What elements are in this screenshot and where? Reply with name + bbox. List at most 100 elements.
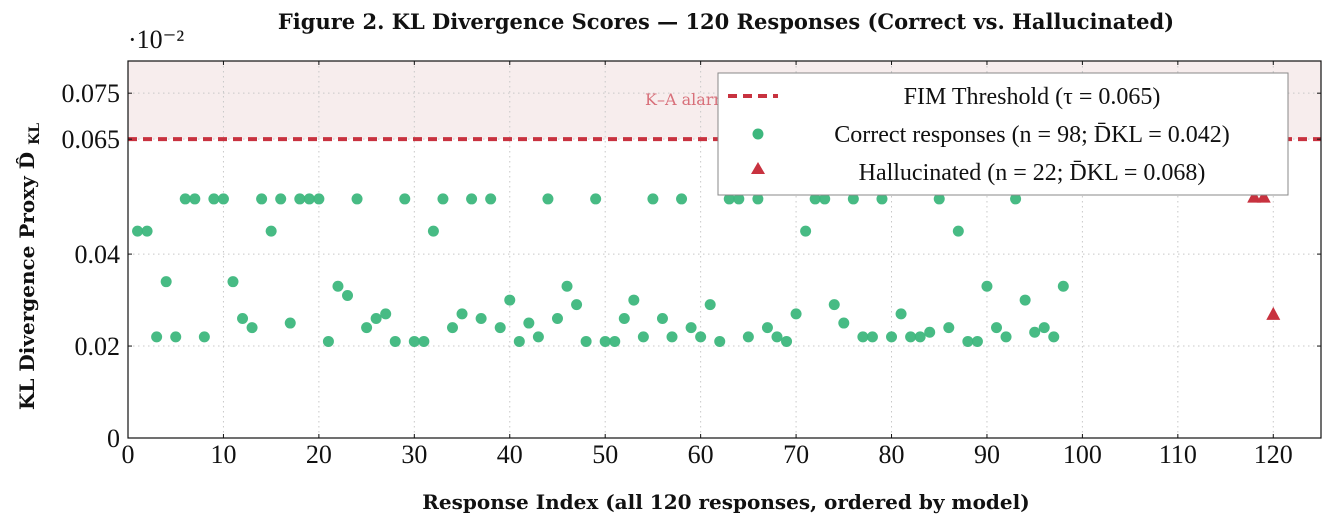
- correct-point: [418, 335, 430, 347]
- correct-point: [160, 276, 172, 288]
- correct-point: [504, 294, 516, 306]
- legend: FIM Threshold (τ = 0.065) Correct respon…: [717, 72, 1289, 196]
- alarm-region-label: K–A alarm: [645, 90, 729, 109]
- correct-point: [303, 193, 315, 205]
- correct-point: [217, 193, 229, 205]
- correct-point: [170, 331, 182, 343]
- correct-point: [933, 193, 945, 205]
- correct-point: [656, 312, 668, 324]
- correct-point: [437, 193, 449, 205]
- legend-hallucinated-label: Hallucinated (n = 22; D̄KL = 0.068): [859, 160, 1206, 186]
- correct-point: [618, 312, 630, 324]
- correct-point: [513, 335, 525, 347]
- correct-point: [914, 331, 926, 343]
- legend-box: [717, 72, 1289, 196]
- correct-point: [466, 193, 478, 205]
- correct-point: [905, 331, 917, 343]
- correct-point: [523, 317, 535, 329]
- correct-point: [761, 322, 773, 334]
- correct-point: [1048, 331, 1060, 343]
- correct-point: [666, 331, 678, 343]
- y-axis-label-subscript: KL: [27, 123, 43, 145]
- hallucinated-point: [1266, 306, 1281, 320]
- y-tick-label: 0.075: [62, 79, 121, 108]
- x-tick-label: 20: [306, 440, 332, 469]
- correct-point: [151, 331, 163, 343]
- correct-point: [781, 335, 793, 347]
- correct-point: [198, 331, 210, 343]
- correct-point: [790, 308, 802, 320]
- data-points: [132, 189, 1281, 347]
- correct-point: [265, 225, 277, 237]
- correct-point: [494, 322, 506, 334]
- x-tick-label: 120: [1254, 440, 1293, 469]
- correct-point: [1029, 326, 1041, 338]
- correct-point: [1000, 331, 1012, 343]
- correct-point: [876, 193, 888, 205]
- correct-point: [551, 312, 563, 324]
- correct-point: [637, 331, 649, 343]
- correct-point: [237, 312, 249, 324]
- correct-point: [351, 193, 363, 205]
- correct-point: [275, 193, 287, 205]
- correct-point: [828, 299, 840, 311]
- correct-point: [1057, 280, 1069, 292]
- correct-point: [962, 335, 974, 347]
- x-tick-label: 80: [879, 440, 905, 469]
- x-tick-label: 0: [122, 440, 135, 469]
- correct-point: [380, 308, 392, 320]
- x-tick-label: 60: [688, 440, 714, 469]
- y-axis-ticks: 0 0.02 0.04 0.065 0.075: [62, 79, 1321, 453]
- correct-point: [819, 193, 831, 205]
- x-axis-label: Response Index (all 120 responses, order…: [422, 490, 1029, 514]
- correct-point: [408, 335, 420, 347]
- correct-point: [981, 280, 993, 292]
- correct-point: [971, 335, 983, 347]
- correct-point: [809, 193, 821, 205]
- correct-point: [485, 193, 497, 205]
- correct-point: [284, 317, 296, 329]
- y-tick-label: 0.02: [75, 332, 121, 361]
- y-scale-label: ·10⁻²: [128, 25, 184, 54]
- correct-point: [742, 331, 754, 343]
- correct-point: [590, 193, 602, 205]
- correct-point: [399, 193, 411, 205]
- correct-point: [427, 225, 439, 237]
- correct-point: [132, 225, 144, 237]
- legend-correct-swatch: [752, 128, 764, 140]
- correct-point: [580, 335, 592, 347]
- legend-threshold-label: FIM Threshold (τ = 0.065): [904, 84, 1161, 110]
- correct-point: [991, 322, 1003, 334]
- correct-point: [1038, 322, 1050, 334]
- x-tick-label: 50: [592, 440, 618, 469]
- correct-point: [246, 322, 258, 334]
- correct-point: [208, 193, 220, 205]
- y-axis-label: KL Divergence Proxy D̂ KL: [15, 123, 43, 410]
- correct-point: [456, 308, 468, 320]
- correct-point: [952, 225, 964, 237]
- correct-point: [752, 193, 764, 205]
- correct-point: [322, 335, 334, 347]
- correct-point: [332, 280, 344, 292]
- correct-point: [1010, 193, 1022, 205]
- correct-point: [542, 193, 554, 205]
- correct-point: [1019, 294, 1031, 306]
- x-tick-label: 10: [210, 440, 236, 469]
- y-axis-label-main: KL Divergence Proxy D̂: [15, 152, 39, 410]
- correct-point: [179, 193, 191, 205]
- correct-point: [227, 276, 239, 288]
- correct-point: [714, 335, 726, 347]
- correct-point: [389, 335, 401, 347]
- correct-point: [628, 294, 640, 306]
- x-tick-label: 90: [974, 440, 1000, 469]
- correct-point: [771, 331, 783, 343]
- correct-point: [571, 299, 583, 311]
- correct-point: [895, 308, 907, 320]
- x-tick-label: 110: [1159, 440, 1197, 469]
- correct-point: [599, 335, 611, 347]
- correct-point: [685, 322, 697, 334]
- hallucinated-point: [1256, 189, 1271, 203]
- correct-point: [733, 193, 745, 205]
- correct-point: [561, 280, 573, 292]
- correct-point: [294, 193, 306, 205]
